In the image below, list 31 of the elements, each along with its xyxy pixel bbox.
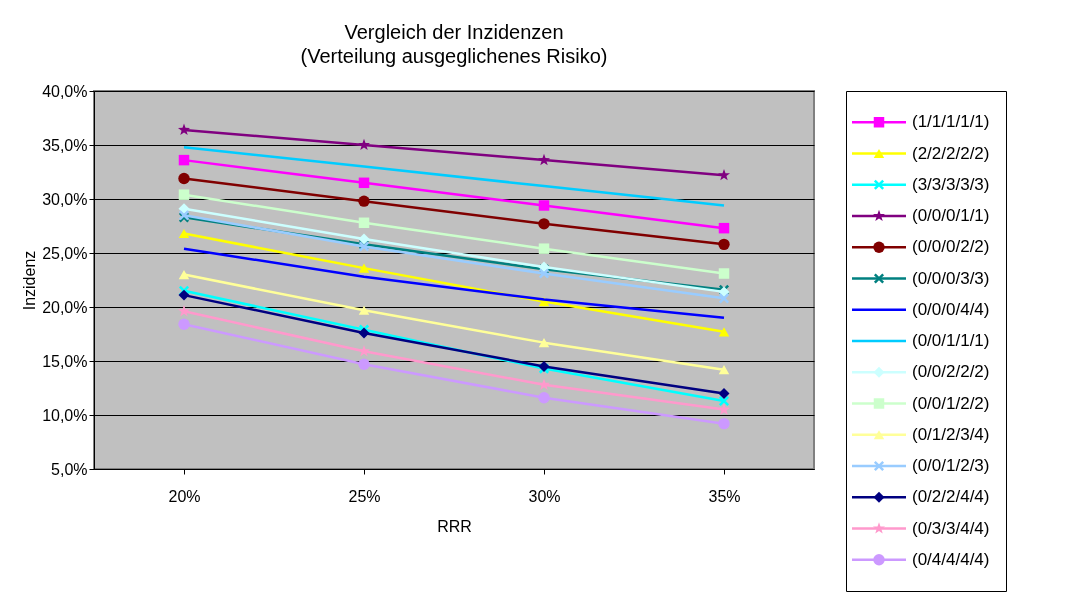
legend-label: (0/0/0/3/3) xyxy=(912,268,990,288)
x-tick-label: 30% xyxy=(528,487,561,505)
y-tick-label: 20,0% xyxy=(42,298,88,316)
y-tick-label: 40,0% xyxy=(42,82,88,100)
legend-label: (0/0/0/2/2) xyxy=(912,237,990,257)
legend-label: (0/0/1/2/2) xyxy=(912,393,990,413)
legend-label: (0/0/1/1/1) xyxy=(912,331,990,350)
legend-label: (1/1/1/1/1) xyxy=(912,112,990,132)
legend-label: (0/0/1/2/3) xyxy=(912,456,990,475)
chart-subtitle: (Verteilung ausgeglichenes Risiko) xyxy=(300,45,608,67)
y-tick-label: 30,0% xyxy=(42,190,88,208)
x-axis-title: RRR xyxy=(437,517,472,535)
legend-label: (0/1/2/3/4) xyxy=(912,424,990,444)
y-tick-label: 25,0% xyxy=(42,244,88,262)
y-tick-label: 35,0% xyxy=(42,136,88,154)
legend-label: (0/2/2/4/4) xyxy=(912,487,990,507)
chart-title: Vergleich der Inzidenzen xyxy=(344,21,564,43)
legend-label: (2/2/2/2/2) xyxy=(912,143,990,163)
x-tick-label: 25% xyxy=(348,487,381,505)
legend-label: (0/0/0/1/1) xyxy=(912,206,990,225)
legend-label: (0/0/0/4/4) xyxy=(912,299,990,319)
legend-label: (0/4/4/4/4) xyxy=(912,549,990,569)
legend-label: (0/3/3/4/4) xyxy=(912,518,990,538)
y-axis-title: Inzidenz xyxy=(21,250,39,311)
y-tick-label: 15,0% xyxy=(42,352,88,370)
x-tick-label: 35% xyxy=(708,487,741,505)
legend-label: (0/0/2/2/2) xyxy=(912,362,990,382)
x-tick-label: 20% xyxy=(168,487,201,505)
y-tick-label: 5,0% xyxy=(51,460,88,478)
y-tick-label: 10,0% xyxy=(42,406,88,424)
legend-label: (3/3/3/3/3) xyxy=(912,174,990,194)
